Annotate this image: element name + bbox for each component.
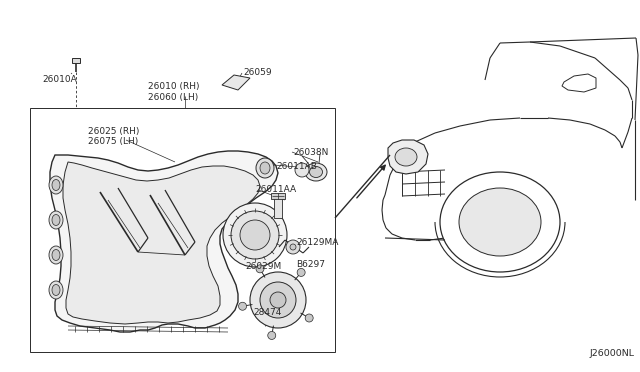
Polygon shape (222, 75, 250, 90)
Text: J26000NL: J26000NL (590, 349, 635, 358)
Ellipse shape (395, 148, 417, 166)
Circle shape (260, 282, 296, 318)
Ellipse shape (52, 250, 60, 260)
Text: 26011AA: 26011AA (255, 185, 296, 194)
Circle shape (290, 244, 296, 250)
Circle shape (305, 314, 313, 322)
Text: 28474: 28474 (253, 308, 282, 317)
Text: 26010A: 26010A (42, 75, 77, 84)
Circle shape (295, 163, 309, 177)
Text: 26060 (LH): 26060 (LH) (148, 93, 198, 102)
Circle shape (239, 302, 246, 310)
Circle shape (270, 292, 286, 308)
Polygon shape (388, 140, 428, 174)
Circle shape (256, 265, 264, 273)
Ellipse shape (260, 162, 270, 174)
Text: 26059: 26059 (243, 68, 271, 77)
Text: 26129MA: 26129MA (296, 238, 339, 247)
Circle shape (240, 220, 270, 250)
Circle shape (231, 211, 279, 259)
Text: 26010 (RH): 26010 (RH) (148, 82, 200, 91)
Polygon shape (63, 162, 260, 324)
Circle shape (250, 272, 306, 328)
Text: 26011AB: 26011AB (276, 162, 317, 171)
Ellipse shape (49, 211, 63, 229)
Ellipse shape (256, 158, 274, 178)
Ellipse shape (49, 281, 63, 299)
Ellipse shape (49, 246, 63, 264)
Text: 26038N: 26038N (293, 148, 328, 157)
Ellipse shape (52, 285, 60, 295)
Bar (30, 108, 335, 352)
Bar (271, 193, 285, 199)
Ellipse shape (440, 172, 560, 272)
Polygon shape (50, 151, 278, 332)
Circle shape (223, 203, 287, 267)
Bar (274, 196, 282, 218)
Polygon shape (562, 74, 596, 92)
Ellipse shape (52, 180, 60, 190)
Ellipse shape (310, 167, 323, 177)
Ellipse shape (459, 188, 541, 256)
Circle shape (268, 331, 276, 340)
Ellipse shape (52, 215, 60, 225)
Text: 26075 (LH): 26075 (LH) (88, 137, 138, 146)
Circle shape (297, 269, 305, 276)
Text: 26025 (RH): 26025 (RH) (88, 127, 140, 136)
Bar (72, 58, 80, 63)
Text: B6297: B6297 (296, 260, 325, 269)
Ellipse shape (49, 176, 63, 194)
Text: 26029M: 26029M (245, 262, 281, 271)
Circle shape (286, 240, 300, 254)
Ellipse shape (305, 163, 327, 181)
